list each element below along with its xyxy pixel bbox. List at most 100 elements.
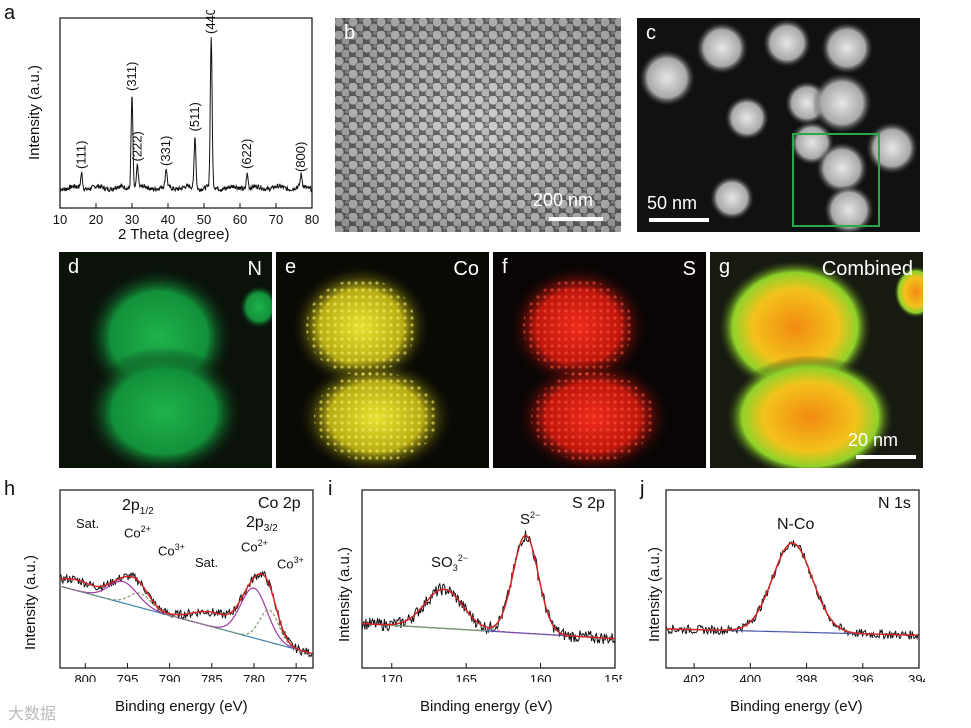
- xps-co-ann-2p12: 2p1/2: [122, 497, 154, 517]
- xrd-chart: 10 20 30 40 50 60 70 80 (111) (311) (222) (331) (51…: [53, 10, 319, 227]
- xrd-peak-label: (222): [129, 131, 144, 161]
- map-co-image: e Co: [276, 252, 489, 468]
- xrd-tick-label: 30: [125, 212, 139, 227]
- xps-s-title: S 2p: [572, 495, 605, 512]
- panel-letter-e: e: [285, 256, 297, 278]
- xps-n-xlabel: Binding energy (eV): [730, 698, 863, 715]
- xps-co-ann-co3a-sup: 3+: [174, 542, 185, 552]
- map-s-label: S: [682, 258, 696, 280]
- tem-image: c 50 nm: [637, 18, 920, 232]
- xrd-peak-label: (311): [124, 62, 139, 91]
- xps-co-ann-2p12-main: 2p: [122, 497, 140, 514]
- xps-s-ann-s2-main: S: [520, 511, 531, 528]
- xrd-tick-label: 60: [233, 212, 247, 227]
- xps-co-ann-sat2: Sat.: [195, 555, 219, 570]
- xps-tick-label: 400: [739, 672, 761, 682]
- xps-co-title: Co 2p: [258, 495, 301, 512]
- xps-tick-label: 780: [243, 672, 265, 682]
- map-combined-image: g Combined 20 nm: [710, 252, 923, 468]
- panel-letter-h: h: [4, 478, 16, 500]
- xrd-peak-label: (440): [203, 10, 218, 34]
- tem-selection-box: [792, 133, 880, 227]
- xps-n-title: N 1s: [878, 495, 911, 512]
- xps-co-ann-co2a-main: Co: [124, 525, 141, 541]
- panel-letter-c: c: [646, 22, 656, 44]
- xps-co-ann-sat1: Sat.: [76, 516, 100, 531]
- map-co-label: Co: [453, 258, 479, 280]
- xps-tick-label: 160: [530, 672, 552, 682]
- xrd-tick-label: 70: [269, 212, 283, 227]
- xps-s-chart: 170 165 160 155: [361, 489, 622, 682]
- xps-co-peak-2: [59, 585, 313, 655]
- xps-tick-label: 396: [852, 672, 874, 682]
- xps-tick-label: 170: [381, 672, 403, 682]
- panel-letter-i: i: [328, 478, 333, 500]
- xrd-peak-label: (331): [158, 136, 173, 166]
- xrd-peak-label: (511): [187, 102, 202, 131]
- xps-tick-label: 165: [455, 672, 477, 682]
- xps-co-xlabel: Binding energy (eV): [115, 698, 248, 715]
- xps-co-ann-co3a-main: Co: [158, 543, 175, 559]
- xps-tick-label: 155: [604, 672, 622, 682]
- xps-s-ylabel: Intensity (a.u.): [336, 546, 353, 642]
- panel-letter-g: g: [719, 256, 731, 278]
- xps-s-frame: [361, 489, 616, 669]
- map-n-image: d N: [59, 252, 272, 468]
- xps-co-ann-co3b: Co3+: [277, 555, 304, 571]
- xps-s-fit: [361, 534, 615, 640]
- xps-s-xlabel: Binding energy (eV): [420, 698, 553, 715]
- sem-scale-text: 200 nm: [533, 190, 594, 210]
- xps-n-raw: [665, 540, 919, 641]
- xps-s-ann-s2-sup: 2−: [530, 510, 541, 520]
- xrd-tick-label: 50: [197, 212, 211, 227]
- xrd-tick-label: 40: [161, 212, 175, 227]
- xps-n-peak-1: [665, 542, 918, 636]
- map-s-image: f S: [493, 252, 706, 468]
- panel-letter-f: f: [502, 256, 508, 278]
- xps-co-ann-2p32-sub: 3/2: [263, 523, 278, 535]
- xrd-series-line: [59, 37, 313, 193]
- xps-co-ann-co2a-sup: 2+: [140, 524, 151, 534]
- xrd-peak-label: (800): [293, 142, 308, 172]
- xrd-tick-label: 80: [305, 212, 319, 227]
- xps-co-ticks: 800 795 790 785 780 775: [74, 663, 307, 682]
- xrd-peak-label: (622): [239, 139, 254, 169]
- xps-s-ann-so3: SO32−: [431, 553, 468, 573]
- xrd-peak-labels: (111) (311) (222) (331) (511) (440) (622) (800): [74, 10, 309, 172]
- xps-n-ann-nco: N-Co: [777, 516, 815, 533]
- xps-co-ann-co2b-main: Co: [241, 539, 258, 555]
- xps-co-ann-co2a: Co2+: [124, 524, 151, 540]
- xps-tick-label: 790: [159, 672, 181, 682]
- xps-s-ticks: 170 165 160 155: [381, 663, 622, 682]
- sem-image: b 200 nm: [335, 18, 621, 232]
- xps-co-ann-co2b-sup: 2+: [257, 538, 268, 548]
- map-scale-bar: [856, 455, 916, 459]
- xps-co-ann-co3b-sup: 3+: [293, 555, 304, 565]
- xps-n-frame: [665, 489, 920, 669]
- xps-co-ann-2p32: 2p3/2: [246, 514, 278, 534]
- xps-co-ylabel: Intensity (a.u.): [22, 554, 39, 650]
- xps-tick-label: 398: [796, 672, 818, 682]
- xps-tick-label: 402: [683, 672, 705, 682]
- xps-tick-label: 775: [285, 672, 307, 682]
- xps-s-ann-so3-sub: 3: [452, 563, 458, 573]
- panel-letter-j: j: [640, 478, 645, 500]
- xrd-tick-label: 10: [53, 212, 67, 227]
- xps-s-ann-so3-sup: 2−: [457, 553, 468, 563]
- xps-s-ann-s2: S2−: [520, 510, 540, 528]
- xps-co-ann-co3a: Co3+: [158, 542, 185, 558]
- xps-tick-label: 795: [117, 672, 139, 682]
- xps-n-fit: [665, 542, 918, 636]
- xps-co-chart: 800 795 790 785 780 775: [59, 489, 314, 682]
- xrd-peak-label: (111): [74, 141, 89, 169]
- xrd-frame: [59, 17, 313, 209]
- map-n-label: N: [247, 258, 262, 280]
- xps-co-ann-co2b: Co2+: [241, 538, 268, 554]
- xps-tick-label: 785: [201, 672, 223, 682]
- map-scale-text: 20 nm: [848, 430, 899, 450]
- map-combined-label: Combined: [821, 258, 913, 280]
- xps-co-ann-2p12-sub: 1/2: [139, 506, 154, 518]
- xps-tick-label: 800: [74, 672, 96, 682]
- panel-letter-d: d: [68, 256, 80, 278]
- sem-scale-bar: [549, 217, 603, 221]
